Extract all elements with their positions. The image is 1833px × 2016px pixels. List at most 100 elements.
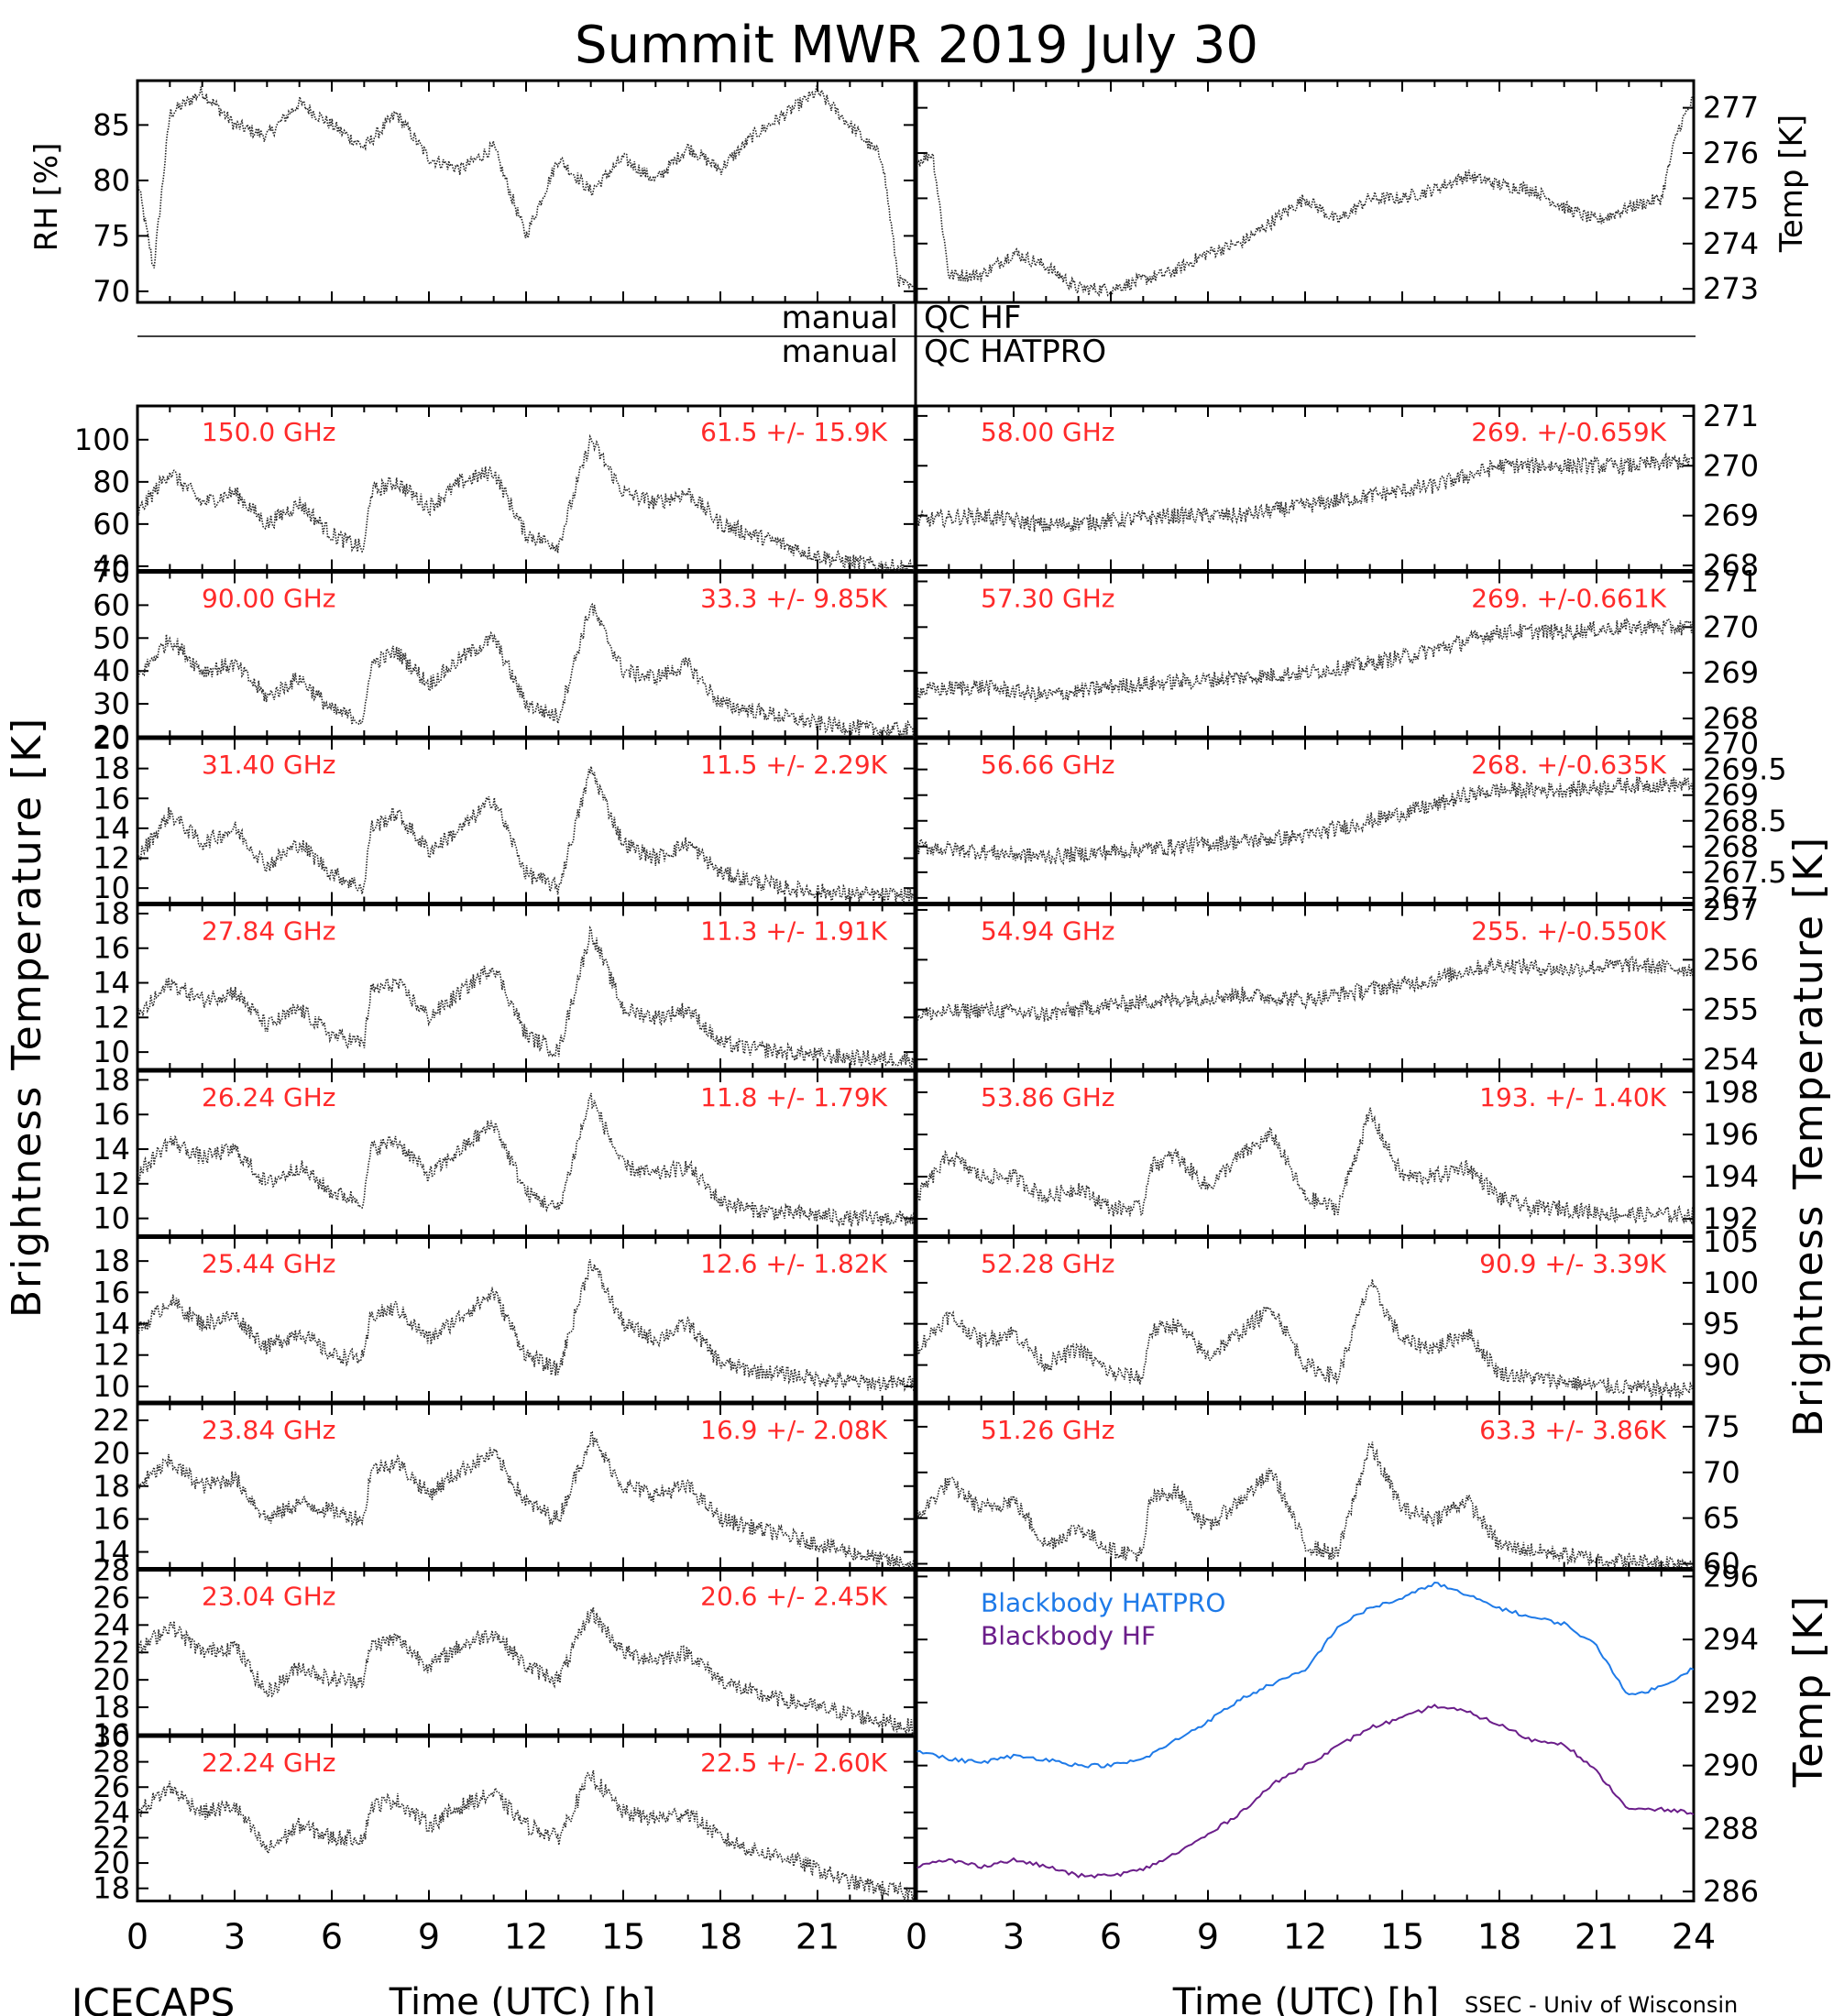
y-tick-label: 288: [1703, 1811, 1759, 1846]
y-tick-label: 267: [1703, 881, 1759, 915]
y-tick-label: 16: [93, 931, 130, 966]
frequency-label: 52.28 GHz: [981, 1249, 1115, 1279]
y-tick-label: 296: [1703, 1559, 1759, 1594]
y-tick-label: 10: [93, 1201, 130, 1236]
x-tick-label: 0: [906, 1917, 927, 1957]
panel-5: 268 269 270 271 57.30 GHz 269. +/-0.661K: [915, 564, 1759, 739]
y-tick-label: 75: [93, 218, 130, 253]
x-tick-label: 9: [418, 1917, 440, 1957]
y-tick-label: 268: [1703, 701, 1759, 736]
y-tick-label: 70: [93, 274, 130, 309]
y-tick-label: 270: [1703, 727, 1759, 761]
stats-label: 268. +/-0.635K: [1471, 750, 1666, 780]
y-tick-label: 18: [93, 751, 130, 786]
y-tick-label: 18: [93, 1062, 130, 1097]
y-tick-label: 85: [93, 107, 130, 142]
y-tick-label: 196: [1703, 1117, 1759, 1152]
y-tick-label: 12: [93, 1167, 130, 1201]
y-tick-label: 20: [93, 721, 130, 756]
data-trace: [137, 603, 916, 740]
y-tick-label: 275: [1703, 181, 1759, 215]
panel-3: 268 269 270 271 58.00 GHz 269. +/-0.659K: [915, 399, 1759, 583]
x-tick-label: 21: [796, 1917, 840, 1957]
stats-label: 269. +/-0.659K: [1471, 417, 1666, 447]
data-trace: [137, 1769, 916, 1902]
qc-strip: manual QC HF manual QC HATPRO: [137, 300, 1696, 370]
data-trace: [137, 925, 916, 1068]
y-tick-label: 269: [1703, 499, 1759, 533]
stats-label: 22.5 +/- 2.60K: [700, 1748, 887, 1778]
y-tick-label: 18: [93, 1244, 130, 1278]
figure-title: Summit MWR 2019 July 30: [575, 16, 1258, 75]
data-trace: [137, 1430, 916, 1571]
y-tick-label: 14: [93, 1307, 130, 1342]
y-tick-label: 292: [1703, 1685, 1759, 1720]
y-tick-label: 95: [1703, 1307, 1740, 1342]
frequency-label: 90.00 GHz: [202, 584, 336, 614]
time-axis-label-left: Time (UTC) [h]: [389, 1981, 655, 2016]
data-trace: [916, 617, 1695, 703]
y-tick-label: 28: [93, 1553, 130, 1588]
y-tick-label: 75: [1703, 1409, 1740, 1444]
brightness-right-label: Brightness Temperature [K]: [1785, 836, 1832, 1437]
y-tick-label: 192: [1703, 1201, 1759, 1236]
y-tick-label: 18: [93, 896, 130, 931]
y-tick-label: 70: [1703, 1455, 1740, 1490]
y-tick-label: 269: [1703, 778, 1759, 813]
frequency-label: 150.0 GHz: [202, 417, 336, 447]
stats-label: 61.5 +/- 15.9K: [700, 417, 887, 447]
data-trace: [916, 94, 1695, 298]
data-trace: [137, 1259, 916, 1392]
frequency-label: 56.66 GHz: [981, 750, 1115, 780]
y-tick-label: 294: [1703, 1622, 1759, 1657]
y-tick-label: 26: [93, 1769, 130, 1804]
bb-temp-axis-label: Temp [K]: [1785, 1594, 1832, 1788]
y-tick-label: 24: [93, 1607, 130, 1642]
x-tick-label: 0: [126, 1917, 148, 1957]
legend-entry: Blackbody HF: [981, 1621, 1156, 1651]
qc-hatpro-right: QC HATPRO: [924, 334, 1106, 370]
y-tick-label: 26: [93, 1580, 130, 1615]
y-tick-label: 194: [1703, 1159, 1759, 1194]
footer-right: SSEC - Univ of Wisconsin: [1465, 1992, 1738, 2016]
data-trace: [916, 956, 1695, 1024]
stats-label: 11.5 +/- 2.29K: [700, 750, 887, 780]
stats-label: 12.6 +/- 1.82K: [700, 1249, 887, 1279]
x-tick-label: 9: [1197, 1917, 1219, 1957]
frequency-label: 22.24 GHz: [202, 1748, 336, 1778]
x-tick-label: 6: [1100, 1917, 1122, 1957]
y-tick-label: 10: [93, 871, 130, 905]
x-tick-label: 12: [504, 1917, 548, 1957]
y-tick-label: 10: [93, 1035, 130, 1069]
y-tick-label: 80: [93, 465, 130, 499]
footer-left: ICECAPS: [71, 1980, 235, 2016]
y-tick-label: 20: [93, 1662, 130, 1697]
time-axis-label-right: Time (UTC) [h]: [1172, 1981, 1439, 2016]
y-tick-label: 105: [1703, 1224, 1759, 1259]
y-tick-label: 14: [93, 966, 130, 1001]
y-tick-label: 255: [1703, 992, 1759, 1027]
panel-11: 192 194 196 198 53.86 GHz 193. +/- 1.40K: [915, 1069, 1759, 1237]
x-tick-label: 3: [224, 1917, 246, 1957]
y-tick-label: 65: [1703, 1501, 1740, 1536]
panel-15: 60 65 70 75 51.26 GHz 63.3 +/- 3.86K: [915, 1402, 1740, 1582]
y-tick-label: 60: [93, 587, 130, 622]
stats-label: 193. +/- 1.40K: [1479, 1082, 1666, 1112]
y-tick-label: 268: [1703, 829, 1759, 864]
series-line: [916, 1704, 1695, 1879]
y-tick-label: 60: [93, 507, 130, 542]
y-tick-label: 14: [93, 1535, 130, 1570]
frequency-label: 54.94 GHz: [981, 916, 1115, 947]
y-tick-label: 40: [93, 549, 130, 584]
y-tick-label: 10: [93, 1369, 130, 1404]
y-tick-label: 20: [93, 1436, 130, 1471]
y-tick-label: 12: [93, 1000, 130, 1035]
qc-hf-left: manual: [782, 300, 898, 336]
y-tick-label: 70: [93, 555, 130, 590]
x-tick-label: 12: [1283, 1917, 1327, 1957]
stats-label: 11.3 +/- 1.91K: [700, 916, 887, 947]
x-tick-label: 15: [1380, 1917, 1424, 1957]
